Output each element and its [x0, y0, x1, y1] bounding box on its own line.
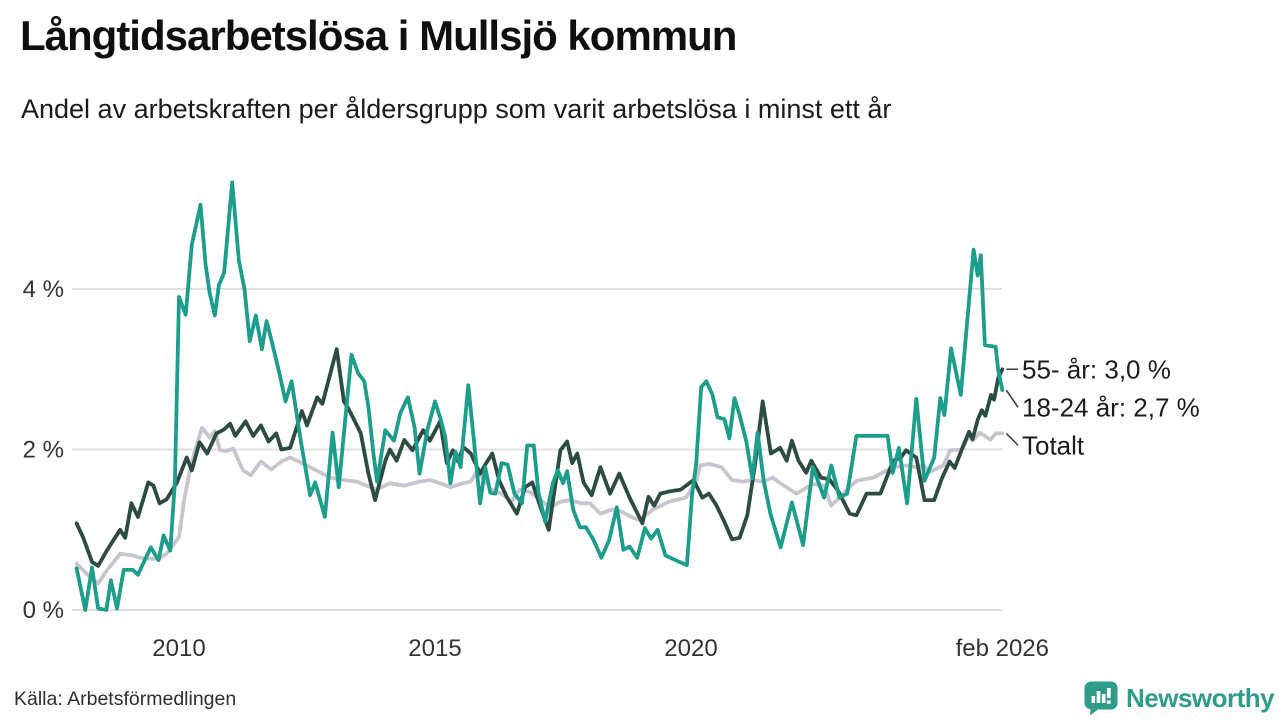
- series-lines: [74, 180, 1005, 612]
- x-tick-label: feb 2026: [956, 635, 1049, 662]
- newsworthy-bubble-chart-icon: [1084, 681, 1118, 716]
- chart-title: Långtidsarbetslösa i Mullsjö kommun: [20, 12, 737, 59]
- x-tick-label: 2015: [408, 635, 461, 662]
- x-tick-label: 2020: [664, 635, 717, 662]
- newsworthy-logo: Newsworthy: [1084, 681, 1275, 716]
- y-tick-label: 4 %: [23, 276, 64, 303]
- x-tick-label: 2010: [152, 635, 205, 662]
- series-end-label-youth: 18-24 år: 2,7 %: [1022, 392, 1200, 422]
- series-end-labels: 55- år: 3,0 % 18-24 år: 2,7 % Totalt: [1005, 354, 1200, 460]
- y-tick-label: 2 %: [23, 437, 64, 464]
- y-tick-label: 0 %: [23, 597, 64, 624]
- chart-subtitle: Andel av arbetskraften per åldersgrupp s…: [21, 94, 892, 124]
- label-connector: [1005, 389, 1019, 408]
- label-connector: [1005, 432, 1019, 446]
- series-line-55plus: [74, 347, 1005, 568]
- series-line-youth: [74, 180, 1005, 612]
- source-note: Källa: Arbetsförmedlingen: [14, 688, 237, 710]
- series-end-label-55plus: 55- år: 3,0 %: [1022, 354, 1171, 384]
- x-axis-labels: 2010 2015 2020 feb 2026: [152, 635, 1049, 662]
- newsworthy-wordmark: Newsworthy: [1126, 683, 1275, 713]
- series-end-label-total: Totalt: [1022, 430, 1085, 460]
